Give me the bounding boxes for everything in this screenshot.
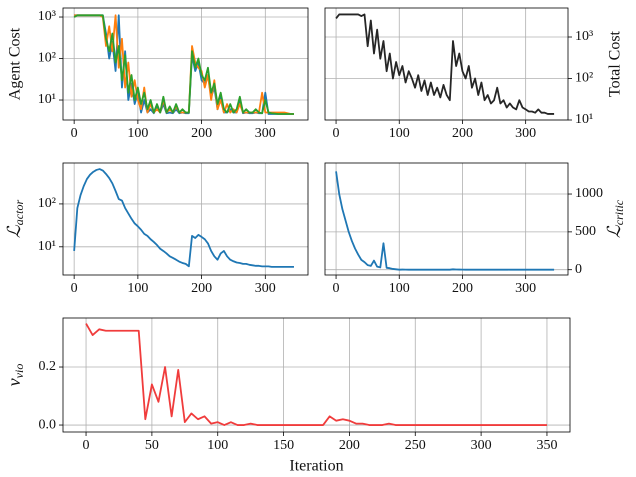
y-tick-label: 0 <box>575 262 582 277</box>
series-line <box>335 171 555 271</box>
x-tick-label: 300 <box>515 126 536 141</box>
x-tick-label: 100 <box>207 438 228 453</box>
y-label-symbol: ℒ <box>4 224 24 238</box>
y-axis-label: Agent Cost <box>7 27 24 100</box>
x-tick-label: 0 <box>333 281 340 296</box>
y-label-subscript: actor <box>12 200 26 226</box>
y-tick-label: 10¹ <box>38 92 56 107</box>
series-line <box>73 168 294 268</box>
y-label-symbol: v <box>4 378 24 386</box>
y-axis-label: vvio <box>4 364 26 387</box>
y-axis-label: ℒcritic <box>604 199 626 238</box>
x-tick-label: 200 <box>339 438 360 453</box>
y-tick-label: 0.0 <box>39 417 57 432</box>
plot-frame <box>62 162 309 276</box>
y-tick-label: 500 <box>575 224 596 239</box>
y-label-symbol: ℒ <box>604 224 624 238</box>
y-tick-label: 10² <box>38 51 56 66</box>
series-line <box>74 14 294 115</box>
plot-frame <box>324 7 569 121</box>
plot-frame <box>62 7 309 121</box>
y-tick-label: 10¹ <box>575 112 593 127</box>
x-tick-label: 100 <box>389 281 410 296</box>
x-tick-label: 300 <box>515 281 536 296</box>
series-line <box>85 323 547 426</box>
y-tick-label: 10² <box>38 196 56 211</box>
x-tick-label: 200 <box>452 126 473 141</box>
x-tick-label: 50 <box>145 438 159 453</box>
x-tick-label: 300 <box>471 438 492 453</box>
x-tick-label: 0 <box>71 126 78 141</box>
x-tick-label: 0 <box>71 281 78 296</box>
x-tick-label: 0 <box>83 438 90 453</box>
y-tick-label: 10¹ <box>38 239 56 254</box>
x-tick-label: 100 <box>127 126 148 141</box>
x-tick-label: 150 <box>273 438 294 453</box>
x-tick-label: 100 <box>389 126 410 141</box>
plot-frame <box>62 317 571 433</box>
y-axis-label: ℒactor <box>4 200 26 239</box>
x-tick-label: 200 <box>191 281 212 296</box>
x-tick-label: 300 <box>255 281 276 296</box>
y-tick-label: 10³ <box>38 9 56 24</box>
x-tick-label: 300 <box>255 126 276 141</box>
x-axis-label: Iteration <box>289 458 343 475</box>
y-axis-label: Total Cost <box>607 30 624 97</box>
x-tick-label: 200 <box>452 281 473 296</box>
x-tick-label: 100 <box>127 281 148 296</box>
plot-frame <box>324 162 569 276</box>
y-tick-label: 10³ <box>575 29 593 44</box>
y-tick-label: 1000 <box>575 186 603 201</box>
x-tick-label: 350 <box>536 438 557 453</box>
x-tick-label: 200 <box>191 126 212 141</box>
y-label-subscript: critic <box>612 199 626 225</box>
x-tick-label: 250 <box>405 438 426 453</box>
y-label-subscript: vio <box>12 364 26 379</box>
y-tick-label: 10² <box>575 71 593 86</box>
series-line <box>73 14 294 115</box>
x-tick-label: 0 <box>333 126 340 141</box>
series-line <box>335 13 555 115</box>
y-tick-label: 0.2 <box>39 359 57 374</box>
